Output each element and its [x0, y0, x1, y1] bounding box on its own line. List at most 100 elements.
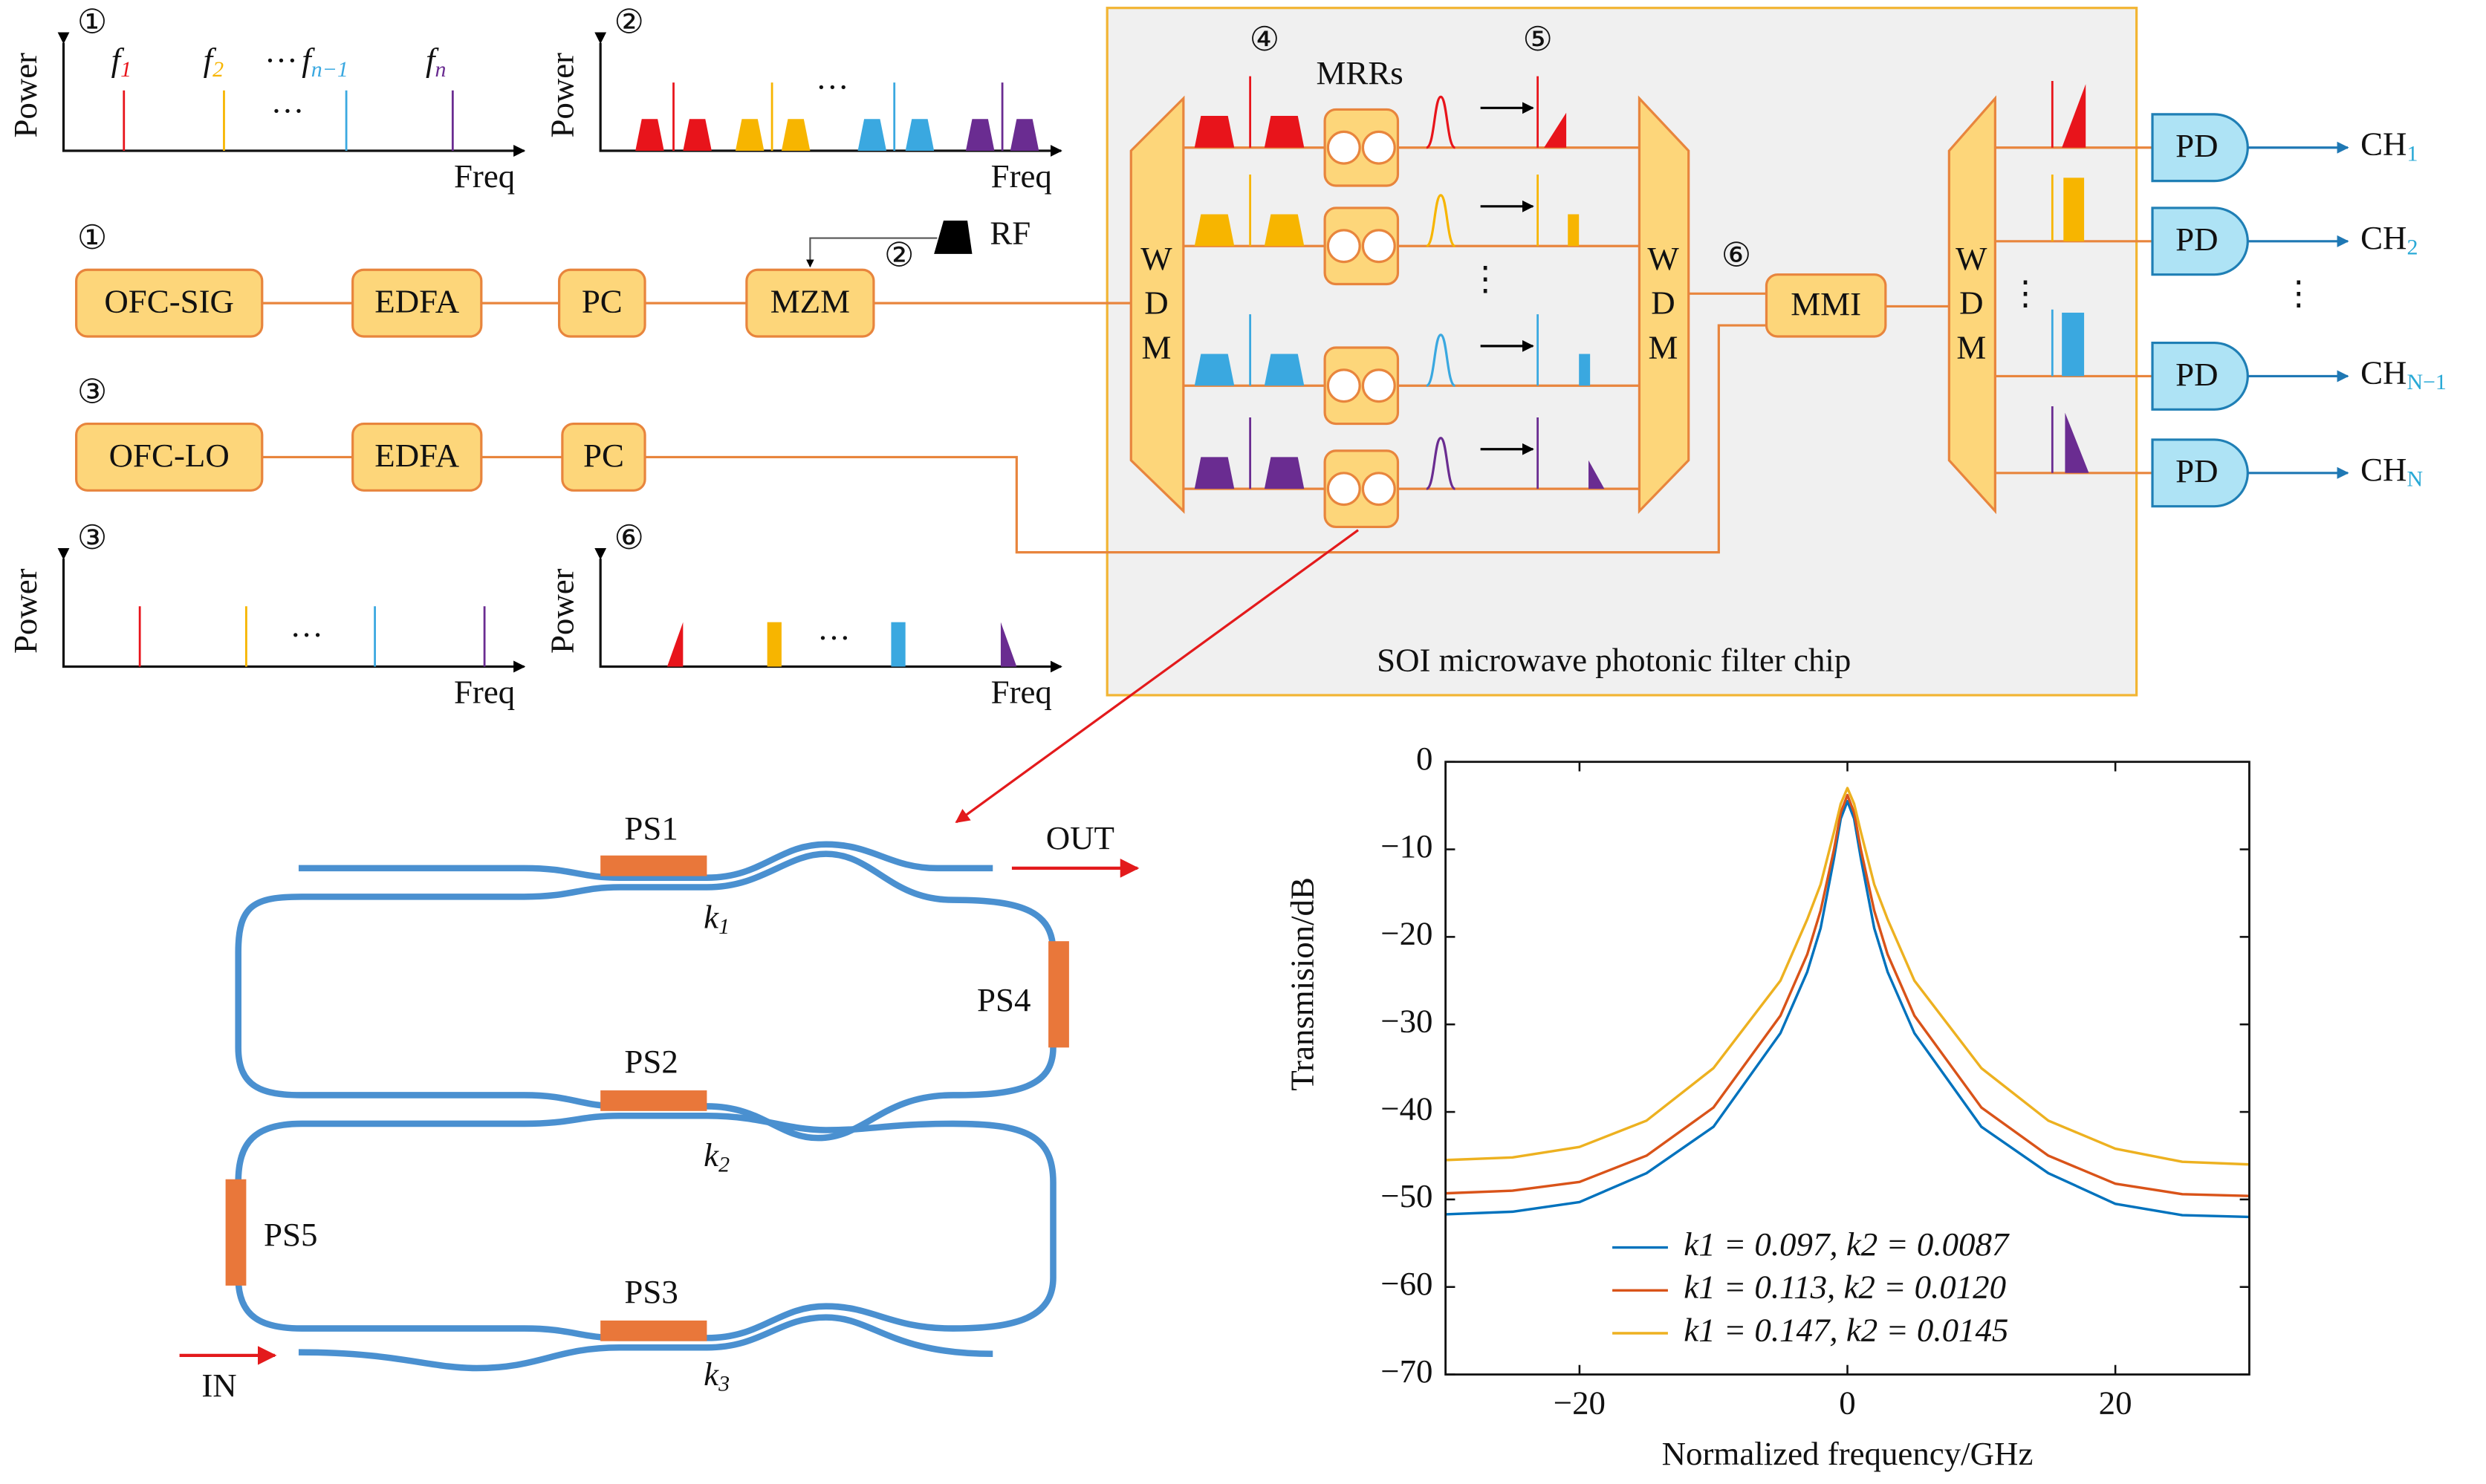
spectrum-band	[1000, 622, 1017, 667]
vdots: ⋮	[2282, 275, 2315, 312]
pd	[2151, 206, 2249, 276]
channel-label-sub: 2	[2407, 235, 2418, 259]
phase-shifter	[600, 1320, 707, 1341]
panel-number: ⑥	[614, 519, 644, 556]
x-axis-title: Normalized frequency/GHz	[1662, 1435, 2034, 1472]
wdm-letter: D	[1959, 284, 1983, 322]
block	[75, 422, 264, 492]
mrr	[1323, 206, 1400, 286]
vdots: ⋮	[1469, 261, 1502, 298]
series-line	[1445, 787, 2250, 1166]
ellipsis: ···	[290, 616, 323, 653]
spectrum-band	[683, 119, 712, 152]
ellipsis: ···	[271, 92, 305, 129]
coupler-label-base: k	[704, 899, 719, 936]
spectrum-band	[2062, 312, 2085, 377]
ps-label: PS4	[977, 981, 1031, 1018]
ring	[1361, 229, 1396, 264]
marker: ①	[77, 219, 107, 256]
block	[351, 422, 483, 492]
block-label: OFC-SIG	[104, 283, 234, 320]
coupler-label: k1	[704, 899, 730, 939]
waveguide	[262, 324, 1767, 554]
block-label: PC	[582, 283, 623, 320]
pd	[2151, 438, 2249, 508]
spectrum-band	[1194, 354, 1235, 386]
filter-response	[1426, 333, 1456, 387]
phase-shifter	[600, 1090, 707, 1111]
ps-label: PS5	[264, 1216, 317, 1253]
filter-response	[1426, 95, 1456, 149]
x-tick-label: 20	[2099, 1384, 2132, 1422]
spectrum-band	[1568, 214, 1580, 247]
y-tick-label: −50	[1380, 1177, 1432, 1214]
channel-label: CH1	[2360, 126, 2418, 166]
coupler-label-sub: 1	[718, 914, 730, 939]
phase-shifter	[600, 855, 707, 876]
spectrum-band	[635, 119, 664, 152]
waveguide	[235, 850, 1057, 1142]
panel-number: ②	[614, 3, 644, 40]
panel-number: ③	[77, 519, 107, 556]
block	[1765, 273, 1887, 338]
ps-label: PS2	[624, 1043, 678, 1080]
mrr	[1323, 108, 1400, 187]
marker: ⑤	[1522, 21, 1552, 58]
ps-label: PS1	[624, 810, 678, 847]
y-tick-label: −20	[1380, 915, 1432, 952]
spectrum-band	[1194, 214, 1235, 247]
block	[75, 268, 264, 338]
block-label: MZM	[770, 283, 850, 320]
coupler-label-base: k	[704, 1136, 719, 1174]
ring	[1326, 229, 1361, 264]
spectrum-band	[2065, 412, 2089, 473]
ellipsis: ···	[264, 42, 298, 79]
channel-label-sub: N	[2407, 466, 2423, 491]
marker: ④	[1250, 21, 1279, 58]
spectrum-band	[666, 622, 684, 667]
rf-label: RF	[990, 215, 1031, 252]
marker: ③	[77, 373, 107, 410]
spectrum-band	[1010, 119, 1039, 152]
rf-source	[934, 221, 973, 254]
x-tick-label: 0	[1839, 1384, 1855, 1422]
coupler-label: k3	[704, 1356, 730, 1396]
ring	[1326, 472, 1361, 507]
mrrs-label: MRRs	[1317, 54, 1403, 91]
pd	[2151, 113, 2249, 183]
coupler-label: k2	[704, 1136, 730, 1177]
block-label: MMI	[1791, 285, 1861, 322]
spectrum-band	[1264, 354, 1305, 386]
block-label: EDFA	[374, 283, 459, 320]
phase-shifter	[1048, 941, 1069, 1048]
spectrum-band	[1264, 214, 1305, 247]
y-tick-label: −10	[1380, 827, 1432, 865]
filter-response	[1426, 437, 1456, 490]
channel-label: CH2	[2360, 219, 2418, 259]
marker: ②	[884, 237, 914, 274]
block	[561, 422, 646, 492]
spectrum-band	[1579, 354, 1591, 386]
pd	[2151, 341, 2249, 411]
legend-label: k1 = 0.113, k2 = 0.0120	[1684, 1269, 2006, 1306]
zoom-arrow	[955, 529, 1359, 824]
freq-label: f1	[111, 42, 132, 82]
spectrum-band	[767, 622, 782, 667]
ellipsis: ···	[816, 68, 849, 105]
spectrum-band	[857, 119, 887, 152]
wdm-letter: M	[1649, 329, 1678, 366]
axes	[594, 547, 1062, 673]
y-axis-title: Transmision/dB	[1284, 877, 1321, 1091]
block-label: EDFA	[374, 437, 459, 474]
block-label: PC	[583, 437, 624, 474]
axes	[57, 547, 526, 673]
freq-label-sub: n−1	[311, 57, 348, 82]
y-tick-label: −60	[1380, 1265, 1432, 1302]
spectrum-band	[905, 119, 935, 152]
x-axis-label: Freq	[991, 673, 1052, 710]
chip-label: SOI microwave photonic filter chip	[1377, 642, 1851, 679]
waveguide	[298, 1314, 993, 1372]
block	[557, 268, 646, 338]
pd-label: PD	[2175, 221, 2218, 258]
